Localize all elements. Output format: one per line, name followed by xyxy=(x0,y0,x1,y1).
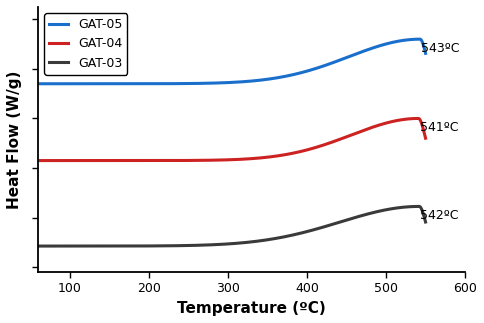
GAT-04 xyxy=(60,159,66,162)
GAT-03 xyxy=(283,234,288,238)
GAT-05 xyxy=(271,77,277,80)
GAT-04 xyxy=(37,159,43,162)
Line: GAT-03: GAT-03 xyxy=(40,206,425,246)
GAT-05 xyxy=(37,82,43,86)
GAT-04 xyxy=(369,125,375,129)
Text: 543ºC: 543ºC xyxy=(422,42,460,55)
GAT-05 xyxy=(283,74,288,78)
GAT-03 xyxy=(60,244,66,248)
Text: 541ºC: 541ºC xyxy=(420,121,458,134)
Legend: GAT-05, GAT-04, GAT-03: GAT-05, GAT-04, GAT-03 xyxy=(44,13,127,75)
Line: GAT-05: GAT-05 xyxy=(40,39,425,84)
GAT-03 xyxy=(416,204,422,208)
GAT-04 xyxy=(423,136,428,140)
X-axis label: Temperature (ºC): Temperature (ºC) xyxy=(177,301,326,316)
GAT-03 xyxy=(37,244,43,248)
GAT-04 xyxy=(271,154,277,158)
GAT-03 xyxy=(330,223,335,226)
GAT-05 xyxy=(417,37,423,41)
Line: GAT-04: GAT-04 xyxy=(40,119,425,161)
GAT-05 xyxy=(423,51,428,55)
GAT-04 xyxy=(415,117,421,120)
Text: 542ºC: 542ºC xyxy=(421,209,459,222)
GAT-05 xyxy=(261,78,267,82)
GAT-05 xyxy=(330,61,335,65)
GAT-03 xyxy=(423,220,428,224)
GAT-05 xyxy=(60,82,66,86)
GAT-04 xyxy=(330,140,335,144)
GAT-03 xyxy=(271,237,277,241)
GAT-04 xyxy=(283,153,288,157)
GAT-03 xyxy=(369,211,375,215)
GAT-04 xyxy=(261,156,267,160)
GAT-05 xyxy=(369,46,375,50)
GAT-03 xyxy=(261,238,267,242)
Y-axis label: Heat Flow (W/g): Heat Flow (W/g) xyxy=(7,70,22,209)
